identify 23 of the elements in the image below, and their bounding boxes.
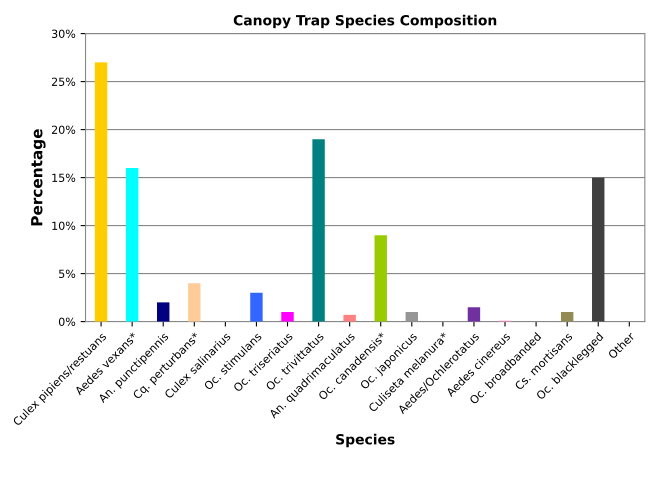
bar bbox=[560, 312, 574, 322]
y-axis-title: Percentage bbox=[31, 129, 46, 226]
bar bbox=[374, 235, 387, 322]
bar bbox=[94, 62, 108, 322]
chart-title: Canopy Trap Species Composition bbox=[234, 14, 496, 28]
y-tick-label: 20% bbox=[52, 126, 76, 134]
y-tick-label: 5% bbox=[59, 270, 76, 278]
bar bbox=[312, 139, 325, 322]
bar bbox=[468, 307, 480, 322]
y-tick-label: 25% bbox=[52, 78, 76, 86]
bar bbox=[250, 292, 263, 322]
y-tick-label: 15% bbox=[52, 174, 76, 182]
bar bbox=[157, 302, 170, 322]
y-tick-label: 30% bbox=[52, 30, 76, 38]
bar bbox=[126, 168, 138, 322]
x-axis-title: Species bbox=[336, 434, 395, 448]
bar bbox=[281, 312, 294, 322]
y-tick-label: 0% bbox=[58, 318, 76, 326]
y-tick-label: 10% bbox=[52, 222, 76, 230]
bar bbox=[406, 312, 418, 322]
bar bbox=[592, 178, 604, 322]
bar bbox=[188, 283, 201, 322]
bar bbox=[343, 314, 356, 322]
